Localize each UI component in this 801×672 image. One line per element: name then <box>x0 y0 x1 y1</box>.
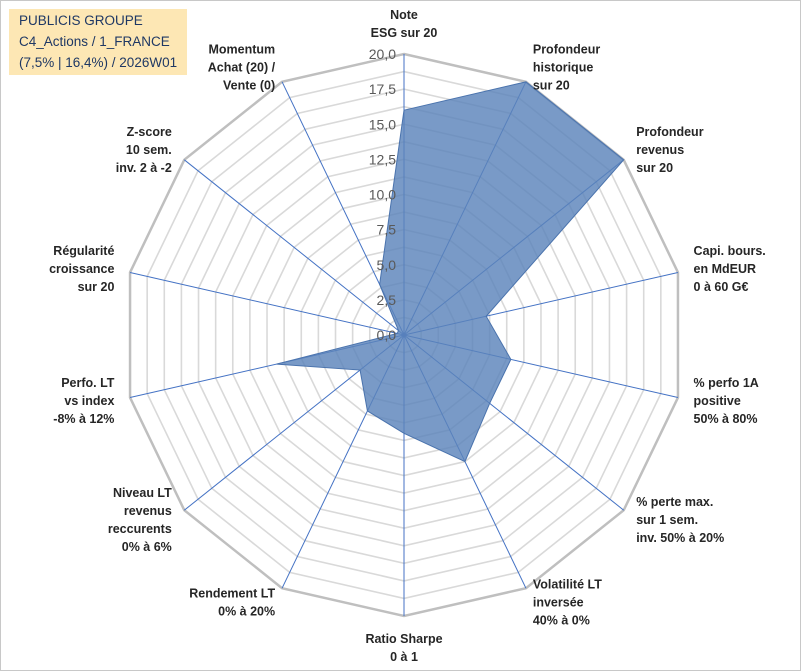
category-label: % perte max. sur 1 sem. inv. 50% à 20% <box>636 495 724 545</box>
category-label: Capi. bours. en MdEUR 0 à 60 G€ <box>694 244 766 294</box>
radar-spoke <box>129 271 405 336</box>
category-label-line: Niveau LT <box>113 486 172 500</box>
category-label-line: vs index <box>64 394 114 408</box>
category-label: % perfo 1A positive 50% à 80% <box>694 376 759 426</box>
category-label-line: revenus <box>124 504 172 518</box>
category-label-line: % perfo 1A <box>694 376 759 390</box>
category-label-line: positive <box>694 394 741 408</box>
category-label-line: croissance <box>49 262 114 276</box>
category-label-line: inversée <box>533 596 584 610</box>
category-label-line: en MdEUR <box>694 262 757 276</box>
category-label: Volatilité LT inversée 40% à 0% <box>533 578 602 628</box>
radar-series <box>276 81 625 463</box>
category-label-line: Profondeur <box>533 42 600 56</box>
category-label: Perfo. LT vs index -8% à 12% <box>53 376 115 426</box>
tick-label: 0,0 <box>377 327 397 343</box>
category-label-line: historique <box>533 60 593 74</box>
radar-spoke <box>183 159 405 336</box>
category-label-line: 0% à 20% <box>218 605 275 619</box>
category-label-line: Volatilité LT <box>533 578 602 592</box>
category-labels: Note ESG sur 20 Profondeur historique sur 20… <box>49 8 766 664</box>
category-label-line: 0 à 60 G€ <box>694 280 749 294</box>
category-label-line: 0 à 1 <box>390 650 418 664</box>
category-label-line: 40% à 0% <box>533 614 590 628</box>
category-label-line: Capi. bours. <box>694 244 766 258</box>
category-label-line: Achat (20) / <box>208 60 276 74</box>
radial-tick-labels: 0,0 2,5 5,0 7,5 10,0 12,5 15,0 17,5 20,0 <box>369 46 396 343</box>
category-label-line: Z-score <box>127 125 172 139</box>
category-label: Régularité croissance sur 20 <box>49 244 114 294</box>
category-label-line: Profondeur <box>636 125 703 139</box>
tick-label: 20,0 <box>369 46 396 62</box>
tick-label: 15,0 <box>369 116 396 132</box>
category-label-line: Ratio Sharpe <box>365 632 442 646</box>
tick-label: 10,0 <box>369 187 396 203</box>
category-label-line: 0% à 6% <box>122 540 172 554</box>
category-label: Profondeur historique sur 20 <box>533 42 600 92</box>
category-label-line: inv. 50% à 20% <box>636 531 724 545</box>
chart-title-box: PUBLICIS GROUPE C4_Actions / 1_FRANCE (7… <box>9 9 187 75</box>
category-label-line: Vente (0) <box>223 78 275 92</box>
category-label: Note ESG sur 20 <box>371 8 438 40</box>
category-label: Rendement LT 0% à 20% <box>189 587 275 619</box>
category-label: Momentum Achat (20) / Vente (0) <box>208 42 276 92</box>
category-label-line: 50% à 80% <box>694 412 758 426</box>
category-label-line: sur 20 <box>533 78 570 92</box>
tick-label: 17,5 <box>369 81 396 97</box>
category-label-line: Momentum <box>208 42 275 56</box>
category-label: Niveau LT revenus reccurents 0% à 6% <box>108 486 172 554</box>
category-label-line: % perte max. <box>636 495 713 509</box>
category-label-line: sur 20 <box>78 280 115 294</box>
tick-label: 5,0 <box>377 257 397 273</box>
tick-label: 2,5 <box>377 292 397 308</box>
chart-title-line-3: (7,5% | 16,4%) / 2026W01 <box>19 55 178 70</box>
tick-label: 12,5 <box>369 151 396 167</box>
category-label: Ratio Sharpe 0 à 1 <box>365 632 442 664</box>
category-label: Profondeur revenus sur 20 <box>636 125 703 175</box>
category-label-line: sur 1 sem. <box>636 513 698 527</box>
category-label-line: -8% à 12% <box>53 412 114 426</box>
chart-title-line-1: PUBLICIS GROUPE <box>19 13 143 28</box>
category-label-line: sur 20 <box>636 161 673 175</box>
category-label-line: ESG sur 20 <box>371 26 438 40</box>
category-label: Z-score 10 sem. inv. 2 à -2 <box>116 125 172 175</box>
category-label-line: Régularité <box>53 244 114 258</box>
chart-title-line-2: C4_Actions / 1_FRANCE <box>19 34 170 49</box>
category-label-line: Note <box>390 8 418 22</box>
category-label-line: Perfo. LT <box>61 376 115 390</box>
category-label-line: reccurents <box>108 522 172 536</box>
tick-label: 7,5 <box>377 222 397 238</box>
category-label-line: revenus <box>636 143 684 157</box>
category-label-line: 10 sem. <box>126 143 172 157</box>
category-label-line: inv. 2 à -2 <box>116 161 172 175</box>
series-area <box>276 81 625 463</box>
category-label-line: Rendement LT <box>189 587 275 601</box>
